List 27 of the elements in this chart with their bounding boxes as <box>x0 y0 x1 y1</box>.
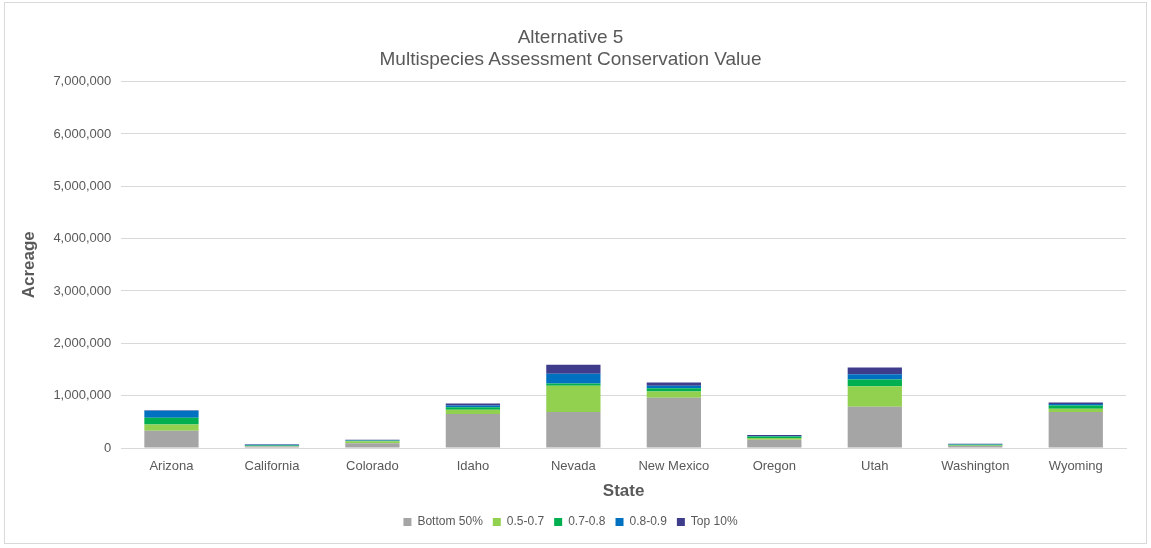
y-tick-label: 3,000,000 <box>53 282 112 298</box>
x-tick-label: California <box>244 458 301 474</box>
legend-label: 0.7-0.8 <box>568 514 606 529</box>
x-tick-label: Oregon <box>752 458 797 474</box>
text: Multispecies Assessment Conservation Value <box>379 48 762 70</box>
x-tick-label: Colorado <box>346 458 399 474</box>
text: Alternative 5 <box>517 25 624 47</box>
legend-label: Bottom 50% <box>417 514 484 529</box>
x-tick-label: Arizona <box>149 458 195 474</box>
x-tick-label: Utah <box>861 458 889 474</box>
x-tick-label: Washington <box>941 458 1010 474</box>
y-tick-label: 4,000,000 <box>53 230 112 246</box>
x-tick-label: Wyoming <box>1048 458 1103 474</box>
x-axis-title: State <box>602 481 645 501</box>
y-tick-label: 7,000,000 <box>53 73 112 89</box>
x-tick-label: Nevada <box>550 458 597 474</box>
legend-label: 0.8-0.9 <box>629 514 668 529</box>
legend-label: Top 10% <box>690 514 738 529</box>
y-tick-label: 2,000,000 <box>53 334 112 350</box>
y-tick-label: 5,000,000 <box>53 177 112 193</box>
y-tick-label: 1,000,000 <box>53 387 112 403</box>
y-tick-label: 6,000,000 <box>53 125 112 141</box>
x-tick-label: Idaho <box>456 458 490 474</box>
y-axis-title: Acreage <box>18 231 38 299</box>
legend-label: 0.5-0.7 <box>506 514 545 529</box>
y-tick-label: 0 <box>104 439 112 455</box>
x-tick-label: New Mexico <box>638 458 710 474</box>
